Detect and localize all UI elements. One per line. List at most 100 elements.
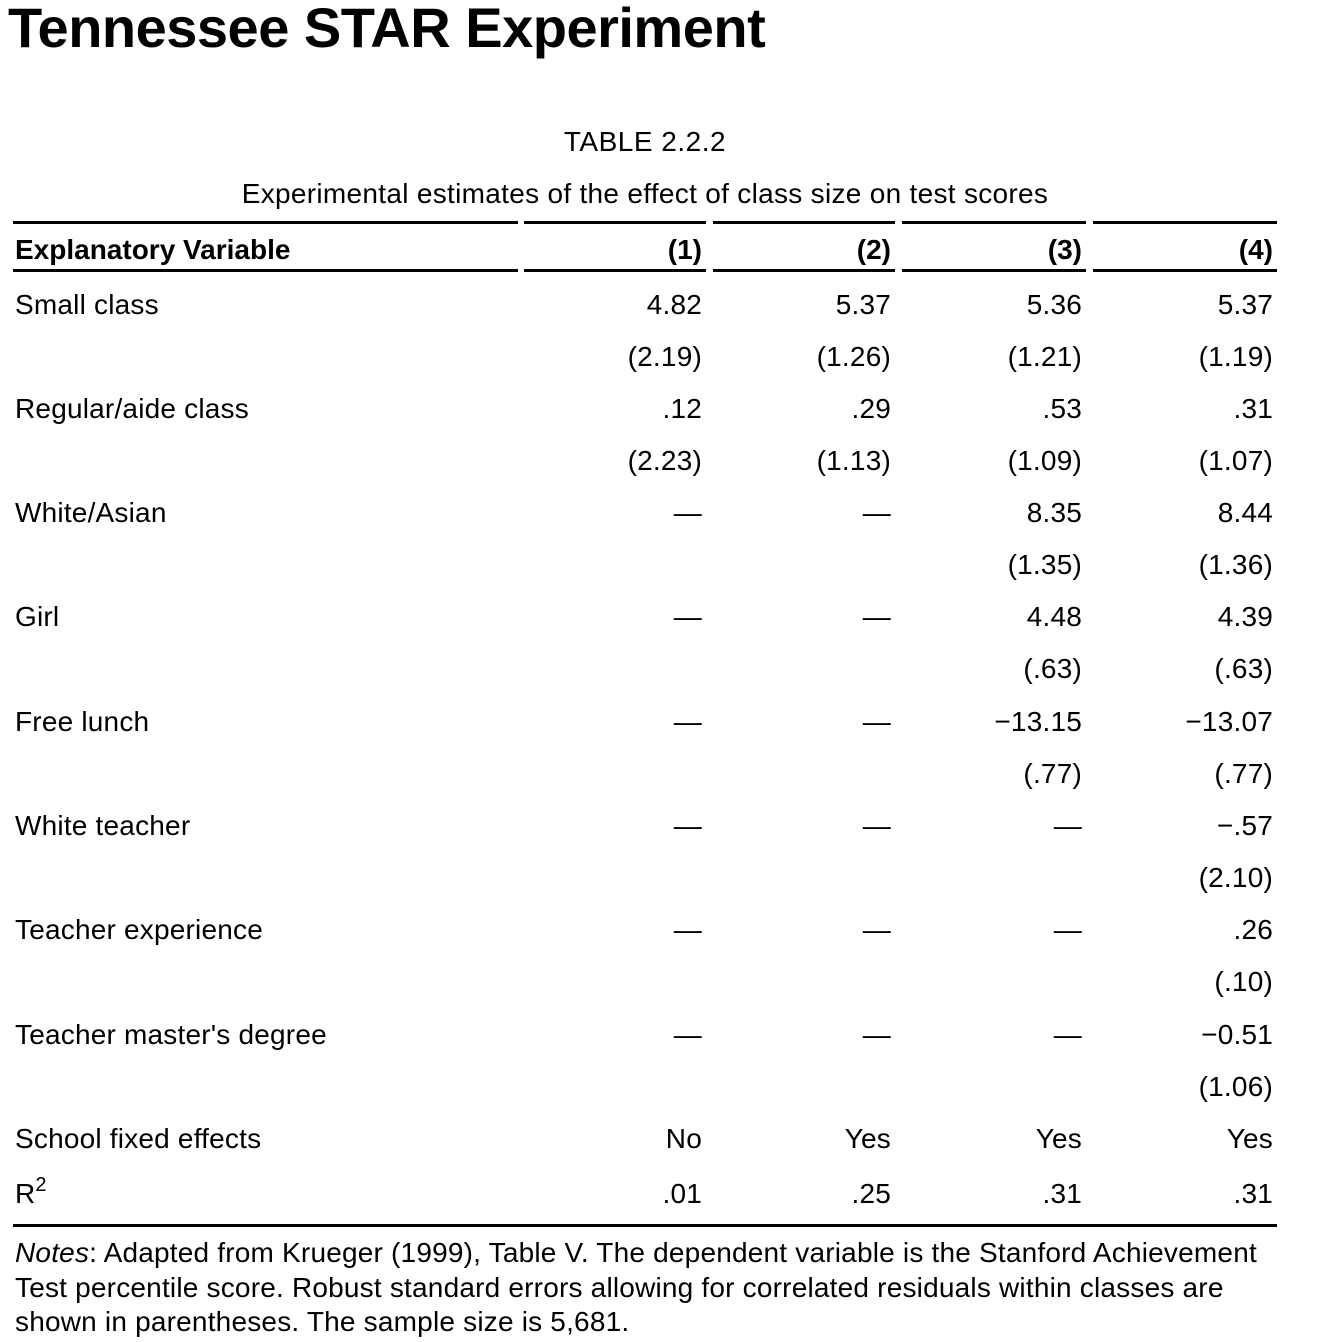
column-header-2: (2) [856, 234, 891, 265]
header-rule-col1 [524, 269, 706, 272]
cell-col2 [713, 956, 891, 1008]
cell-col3: — [1053, 1019, 1082, 1050]
top-rule-col1 [524, 221, 706, 224]
cell-col4: −0.51 [1201, 1019, 1273, 1050]
cell-col1 [524, 852, 702, 904]
table-row-r-squared: R2 .01 .25 .31 .31 [0, 1168, 1290, 1220]
table-row: Free lunch — — −13.15 −13.07 [0, 696, 1290, 748]
cell-col2: — [862, 810, 891, 841]
cell-col2: (1.26) [816, 341, 891, 372]
cell-col4: 8.44 [1217, 497, 1273, 528]
cell-col3: (1.35) [1007, 549, 1082, 580]
header-rule-col4 [1093, 269, 1277, 272]
cell-col3: .53 [1042, 393, 1082, 424]
cell-col4: .31 [1233, 393, 1273, 424]
r-squared-base: R [15, 1178, 36, 1209]
column-header-1: (1) [667, 234, 702, 265]
table-row: White/Asian — — 8.35 8.44 [0, 487, 1290, 539]
row-label: Teacher experience [15, 914, 263, 945]
cell-col2: Yes [844, 1123, 891, 1154]
cell-col4: 4.39 [1217, 601, 1273, 632]
cell-col2: 5.37 [835, 289, 891, 320]
top-rule-col2 [713, 221, 895, 224]
cell-col1: .12 [662, 393, 702, 424]
cell-col3 [902, 852, 1082, 904]
cell-col3: (.77) [1023, 758, 1082, 789]
cell-col1: — [673, 706, 702, 737]
table-row: Girl — — 4.48 4.39 [0, 591, 1290, 643]
cell-col4: (1.19) [1198, 341, 1273, 372]
cell-col3: (1.09) [1007, 445, 1082, 476]
row-label: Teacher master's degree [15, 1019, 327, 1050]
cell-col4: (1.06) [1198, 1071, 1273, 1102]
cell-col2: — [862, 1019, 891, 1050]
cell-col2 [713, 1061, 891, 1113]
table-row: (.63) (.63) [0, 643, 1290, 695]
cell-col2 [713, 852, 891, 904]
cell-col2: — [862, 497, 891, 528]
table-row: (2.19) (1.26) (1.21) (1.19) [0, 331, 1290, 383]
cell-col4: −13.07 [1185, 706, 1273, 737]
table-row: (.10) [0, 956, 1290, 1008]
column-header-4: (4) [1238, 234, 1273, 265]
cell-col1: — [673, 1019, 702, 1050]
cell-col4: (.63) [1214, 653, 1273, 684]
cell-col1: No [665, 1123, 702, 1154]
cell-col4: Yes [1226, 1123, 1273, 1154]
cell-col1: .01 [662, 1178, 702, 1209]
cell-col4: 5.37 [1217, 289, 1273, 320]
cell-col2 [713, 539, 891, 591]
bottom-rule [13, 1224, 1277, 1227]
cell-col3: — [1053, 810, 1082, 841]
page-title: Tennessee STAR Experiment [8, 0, 766, 59]
cell-col2: .25 [851, 1178, 891, 1209]
cell-col4: (2.10) [1198, 862, 1273, 893]
header-rule-col2 [713, 269, 895, 272]
cell-col4: .31 [1233, 1178, 1273, 1209]
cell-col1 [524, 748, 702, 800]
notes-text: : Adapted from Krueger (1999), Table V. … [15, 1237, 1257, 1337]
notes-label: Notes [15, 1237, 90, 1268]
table-row: School fixed effects No Yes Yes Yes [0, 1113, 1290, 1165]
cell-col4: (1.07) [1198, 445, 1273, 476]
row-label: White teacher [15, 810, 191, 841]
cell-col1: 4.82 [646, 289, 702, 320]
column-header-3: (3) [1047, 234, 1082, 265]
r-squared-superscript: 2 [35, 1174, 47, 1196]
cell-col2 [713, 643, 891, 695]
cell-col3: (1.21) [1007, 341, 1082, 372]
top-rule-col0 [13, 221, 518, 224]
cell-col1 [524, 539, 702, 591]
header-rule-col0 [13, 269, 518, 272]
cell-col2: — [862, 706, 891, 737]
row-label: Girl [15, 601, 60, 632]
cell-col3: (.63) [1023, 653, 1082, 684]
table-row: (2.10) [0, 852, 1290, 904]
cell-col2: — [862, 601, 891, 632]
cell-col3: — [1053, 914, 1082, 945]
table-row: Regular/aide class .12 .29 .53 .31 [0, 383, 1290, 435]
cell-col3: Yes [1035, 1123, 1082, 1154]
cell-col2: .29 [851, 393, 891, 424]
cell-col3: .31 [1042, 1178, 1082, 1209]
cell-col3: 4.48 [1026, 601, 1082, 632]
table-row: Teacher master's degree — — — −0.51 [0, 1009, 1290, 1061]
cell-col2: (1.13) [816, 445, 891, 476]
cell-col2 [713, 748, 891, 800]
cell-col3: 8.35 [1026, 497, 1082, 528]
cell-col4: .26 [1233, 914, 1273, 945]
table-notes: Notes: Adapted from Krueger (1999), Tabl… [15, 1236, 1295, 1340]
cell-col3 [902, 1061, 1082, 1113]
cell-col1: (2.23) [627, 445, 702, 476]
cell-col1 [524, 956, 702, 1008]
table-row: White teacher — — — −.57 [0, 800, 1290, 852]
table-row: Teacher experience — — — .26 [0, 904, 1290, 956]
cell-col1: (2.19) [627, 341, 702, 372]
row-label: School fixed effects [15, 1123, 262, 1154]
cell-col1: — [673, 601, 702, 632]
table-row: Small class 4.82 5.37 5.36 5.37 [0, 279, 1290, 331]
table-caption: Experimental estimates of the effect of … [241, 178, 1049, 209]
table-number: TABLE 2.2.2 [563, 126, 727, 157]
cell-col3: −13.15 [994, 706, 1082, 737]
header-rule-col3 [902, 269, 1086, 272]
